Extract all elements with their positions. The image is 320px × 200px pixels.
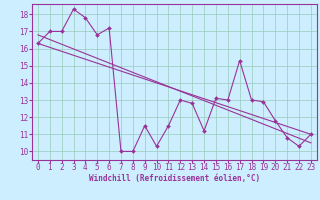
X-axis label: Windchill (Refroidissement éolien,°C): Windchill (Refroidissement éolien,°C) — [89, 174, 260, 183]
